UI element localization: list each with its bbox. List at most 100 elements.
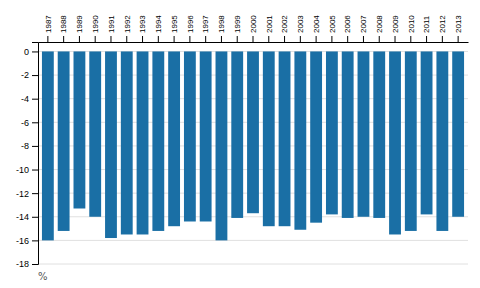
x-tick-mark [442,36,443,42]
x-tick: 2009 [391,15,400,42]
x-tick-mark [253,36,254,42]
bar [326,51,338,214]
y-tick-label: -8 [21,141,29,151]
annotation: % [38,271,48,282]
x-tick-mark [95,36,96,42]
x-tick: 2012 [438,15,447,42]
bar [200,51,212,221]
x-tick-mark [79,36,80,42]
x-tick-mark [142,36,143,42]
x-tick-label: 2013 [454,15,463,33]
x-tick: 1995 [170,15,179,42]
y-tick: -4 [21,94,38,104]
y-tick-label: -12 [16,189,29,199]
x-tick-mark [126,36,127,42]
x-tick-mark [205,36,206,42]
x-tick-mark [110,36,111,42]
y-tick-label: -2 [21,70,29,80]
x-tick-mark [237,36,238,42]
bars [42,51,464,240]
plot-area: 0 -2 -4 -6 -8 -10 -12 -14 -16 -18 1987 1988 1989 1990… [16,15,469,270]
y-tick-mark [32,264,38,265]
grid-line [38,216,468,217]
x-tick-mark [458,36,459,42]
x-tick: 1998 [217,15,226,42]
bar [358,51,370,216]
bar [137,51,149,234]
x-tick: 2010 [407,15,416,42]
x-tick-mark [347,36,348,42]
x-tick-label: 1998 [217,15,226,33]
x-tick-label: 2008 [375,15,384,33]
x-tick-label: 2000 [249,15,258,33]
x-tick-label: 1999 [233,15,242,33]
bar [452,51,464,216]
x-tick: 2003 [296,15,305,42]
x-tick-label: 1995 [170,15,179,33]
x-tick-mark [410,36,411,42]
x-tick-label: 2003 [296,15,305,33]
x-tick-mark [284,36,285,42]
bar [294,51,306,229]
bar [405,51,417,230]
y-tick: -18 [16,259,38,269]
y-tick-mark [32,122,38,123]
y-tick-mark [32,51,38,52]
x-tick-mark [426,36,427,42]
bar [247,51,259,213]
x-tick-label: 2009 [391,15,400,33]
y-tick-mark [32,240,38,241]
x-tick: 2000 [249,15,258,42]
y-tick-label: -6 [21,118,29,128]
grid-line [38,240,468,241]
x-tick: 2002 [280,15,289,42]
x-tick-label: 2004 [312,15,321,33]
y-tick-mark [32,193,38,194]
bar [58,51,70,230]
x-tick: 1987 [44,15,53,42]
x-tick-label: 1989 [75,15,84,33]
y-tick: -14 [16,212,38,222]
x-tick: 1989 [75,15,84,42]
x-tick-label: 1987 [44,15,53,33]
y-axis: 0 -2 -4 -6 -8 -10 -12 -14 -16 -18 [16,43,39,270]
y-tick-mark [32,99,38,100]
x-tick-mark [221,36,222,42]
x-tick-label: 2012 [438,15,447,33]
bar [263,51,275,226]
bar [310,51,322,222]
x-tick-label: 1992 [123,15,132,33]
x-tick-mark [189,36,190,42]
y-tick-label: -18 [16,259,29,269]
y-tick: -8 [21,141,38,151]
y-tick: -2 [21,70,38,80]
bar [42,51,54,240]
x-tick: 2006 [343,15,352,42]
bar [121,51,133,234]
x-tick: 1997 [201,15,210,42]
x-tick-label: 1994 [154,15,163,33]
x-tick: 1993 [138,15,147,42]
x-tick: 1991 [107,15,116,42]
y-tick-mark [32,217,38,218]
bar [436,51,448,230]
bar [342,51,354,218]
x-tick-mark [379,36,380,42]
x-tick-mark [363,36,364,42]
y-tick: -10 [16,165,38,175]
x-tick-mark [331,36,332,42]
x-tick-mark [158,36,159,42]
x-tick: 2008 [375,15,384,42]
y-axis-line [32,43,39,265]
bar [279,51,291,226]
x-tick: 1992 [123,15,132,42]
bar [74,51,86,208]
x-tick-label: 1990 [91,15,100,33]
x-tick-label: 2011 [422,15,431,33]
y-tick-label: -14 [16,212,29,222]
bar [389,51,401,234]
x-tick-label: 1988 [59,15,68,33]
y-tick-label: 0 [24,47,29,57]
y-tick-label: -16 [16,236,29,246]
x-tick: 2004 [312,15,321,42]
